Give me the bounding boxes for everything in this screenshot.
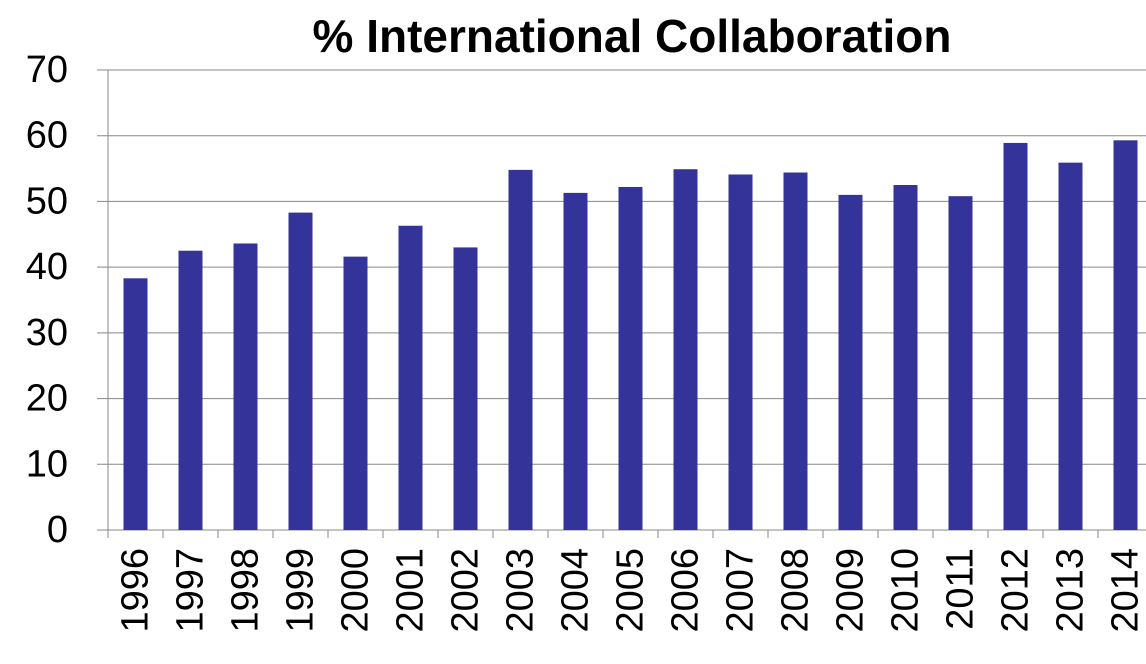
x-tick-label: 2002 [445, 548, 487, 633]
x-tick-label: 1998 [225, 548, 267, 633]
x-tick-label: 2004 [555, 548, 597, 633]
bar [508, 169, 533, 530]
x-tick-label: 2005 [610, 548, 652, 633]
x-tick-label: 2011 [940, 548, 982, 630]
bar [288, 212, 313, 530]
bar [893, 185, 918, 530]
x-tick-label: 2006 [665, 548, 707, 633]
x-tick-label: 2014 [1105, 548, 1146, 633]
x-tick-label: 2007 [720, 548, 762, 633]
x-tick-label: 2003 [500, 548, 542, 633]
x-tick-label: 1999 [280, 548, 322, 633]
bar [618, 186, 643, 530]
bar [343, 256, 368, 530]
bar [783, 172, 808, 530]
x-tick-label: 2008 [775, 548, 817, 633]
x-tick-label: 2010 [885, 548, 927, 633]
x-tick-label: 2000 [335, 548, 377, 633]
x-tick-label: 2009 [830, 548, 872, 633]
bar [948, 196, 973, 530]
bar [178, 250, 203, 530]
x-tick-label: 1997 [170, 548, 212, 633]
x-tick-label: 1996 [115, 548, 157, 633]
bar [563, 192, 588, 530]
bar [1058, 162, 1083, 530]
bar [673, 169, 698, 530]
y-tick-label: 60 [26, 115, 68, 157]
bar [1113, 140, 1138, 531]
y-tick-label: 50 [26, 180, 68, 222]
y-tick-label: 0 [47, 509, 68, 551]
x-tick-label: 2001 [390, 548, 432, 633]
y-tick-label: 70 [26, 49, 68, 91]
bar [123, 278, 148, 530]
y-tick-label: 10 [26, 443, 68, 485]
y-tick-label: 20 [26, 378, 68, 420]
bar [233, 243, 258, 530]
bar [838, 194, 863, 530]
x-tick-label: 2012 [995, 548, 1037, 633]
y-tick-label: 40 [26, 246, 68, 288]
y-tick-label: 30 [26, 312, 68, 354]
x-tick-label: 2013 [1050, 548, 1092, 633]
chart-title: % International Collaboration [313, 10, 952, 62]
bar [1003, 142, 1028, 530]
bar [453, 247, 478, 530]
bar [728, 174, 753, 530]
bar [398, 225, 423, 530]
